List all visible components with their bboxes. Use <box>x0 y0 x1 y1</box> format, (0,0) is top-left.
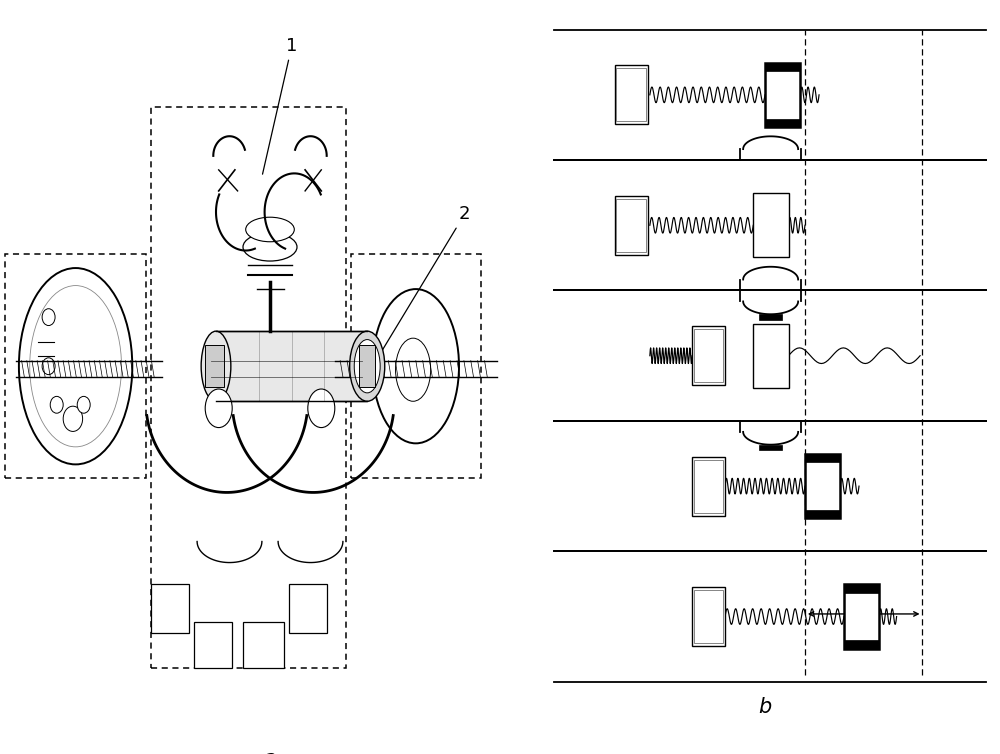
Circle shape <box>63 406 83 431</box>
Ellipse shape <box>396 338 431 401</box>
Bar <box>753 323 788 388</box>
Text: 2: 2 <box>374 205 471 364</box>
Bar <box>692 326 725 385</box>
Text: a: a <box>264 749 276 754</box>
Bar <box>289 584 327 633</box>
Bar <box>694 459 723 513</box>
Bar <box>359 345 375 388</box>
Bar <box>765 63 800 71</box>
Bar <box>692 587 725 646</box>
Bar <box>844 640 879 648</box>
Circle shape <box>50 397 63 413</box>
Text: b: b <box>758 697 772 717</box>
Bar <box>216 331 367 401</box>
Bar <box>765 118 800 127</box>
Ellipse shape <box>308 389 335 428</box>
Bar <box>694 329 723 382</box>
Bar <box>805 454 840 518</box>
Bar <box>194 622 232 668</box>
Bar <box>694 590 723 643</box>
Bar <box>616 69 646 121</box>
Circle shape <box>42 358 55 375</box>
Bar <box>765 63 800 127</box>
Ellipse shape <box>243 233 297 261</box>
Bar <box>616 198 646 252</box>
Bar <box>151 107 346 668</box>
Bar <box>692 457 725 516</box>
Bar <box>844 584 879 593</box>
Bar <box>844 584 879 648</box>
Bar <box>205 345 224 388</box>
Ellipse shape <box>373 289 459 443</box>
Ellipse shape <box>350 331 385 401</box>
Circle shape <box>42 308 55 326</box>
Ellipse shape <box>205 389 232 428</box>
Bar <box>243 622 284 668</box>
Bar <box>615 196 648 255</box>
Bar <box>805 454 840 462</box>
Bar <box>351 254 481 478</box>
Circle shape <box>77 397 90 413</box>
Ellipse shape <box>201 331 231 401</box>
Ellipse shape <box>246 217 294 242</box>
Text: 1: 1 <box>263 37 298 174</box>
Bar <box>151 584 189 633</box>
Text: $\mathit{\Delta s}$: $\mathit{\Delta s}$ <box>858 590 878 605</box>
Ellipse shape <box>19 268 132 464</box>
Bar <box>615 66 648 124</box>
Bar <box>753 193 788 257</box>
Bar <box>5 254 146 478</box>
Bar <box>759 445 782 450</box>
Bar <box>805 510 840 518</box>
Ellipse shape <box>354 339 380 393</box>
Bar <box>759 314 782 320</box>
